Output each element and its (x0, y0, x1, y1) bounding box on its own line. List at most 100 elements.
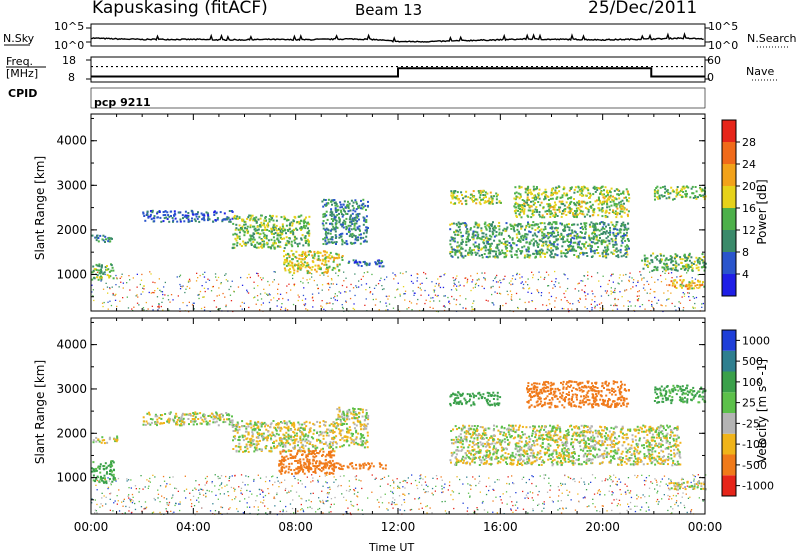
power-panel-data-point (560, 238, 563, 241)
power-panel-data-point (701, 188, 704, 191)
power-panel-data-point (642, 267, 645, 270)
power-panel-noise-point (661, 304, 663, 307)
power-panel-noise-point (696, 287, 698, 289)
power-panel-data-point (670, 256, 673, 259)
nave-tick-bottom: 0 (707, 71, 714, 84)
power-panel-data-point (365, 229, 368, 232)
velocity-panel-noise-point (560, 484, 562, 487)
power-panel-noise-point (614, 287, 616, 290)
power-panel-data-point (92, 265, 95, 268)
power-panel-noise-point (629, 301, 631, 303)
velocity-panel-noise-point (361, 487, 363, 490)
power-panel-data-point (461, 247, 464, 250)
power-panel-data-point (286, 257, 289, 260)
power-panel-data-point (679, 285, 682, 288)
power-panel-data-point (568, 204, 571, 207)
power-panel-data-point (656, 196, 659, 199)
power-panel-data-point (456, 234, 459, 236)
power-panel-data-point (694, 186, 697, 188)
power-panel-noise-point (328, 283, 330, 286)
power-panel-data-point (326, 251, 328, 254)
power-panel-data-point (562, 238, 564, 241)
velocity-panel-noise-point (592, 503, 594, 505)
power-panel-data-point (498, 200, 501, 203)
velocity-panel-noise-point (644, 496, 646, 498)
power-panel-data-point (499, 201, 502, 204)
power-panel-noise-point (195, 280, 198, 282)
power-panel-data-point (473, 248, 475, 251)
power-panel-data-point (361, 203, 364, 206)
velocity-panel-noise-point (444, 510, 447, 512)
velocity-panel-noise-point (511, 475, 513, 477)
power-panel-data-point (570, 249, 573, 252)
power-panel-data-point (684, 260, 687, 262)
velocity-panel-noise-point (347, 507, 349, 509)
power-panel-data-point (340, 211, 343, 214)
power-panel-noise-point (186, 304, 188, 307)
power-panel-data-point (656, 266, 659, 269)
power-panel-data-point (255, 221, 258, 224)
power-panel-noise-point (170, 294, 173, 296)
power-panel-data-point (482, 198, 484, 201)
velocity-panel-noise-point (177, 490, 179, 492)
power-panel-noise-point (142, 287, 144, 289)
power-panel-data-point (621, 235, 624, 238)
power-panel-data-point (304, 227, 307, 230)
velocity-panel-noise-point (380, 478, 382, 480)
power-panel-data-point (553, 221, 556, 224)
power-panel-data-point (679, 190, 682, 192)
power-panel-noise-point (284, 307, 287, 309)
power-panel-data-point (251, 214, 254, 217)
power-panel-data-point (353, 227, 355, 230)
velocity-panel-noise-point (227, 495, 230, 497)
power-panel-data-point (324, 257, 327, 260)
power-panel-data-point (185, 217, 188, 220)
power-panel-data-point (470, 253, 473, 256)
power-panel-data-point (701, 283, 704, 286)
power-panel-data-point (648, 262, 651, 265)
power-panel-data-point (287, 269, 290, 272)
velocity-panel-noise-point (642, 494, 644, 496)
power-panel-noise-point (204, 271, 206, 273)
power-panel-noise-point (439, 275, 441, 278)
power-panel-data-point (206, 212, 209, 215)
power-panel-noise-point (510, 283, 512, 286)
power-panel-noise-point (154, 282, 156, 284)
power-panel-noise-point (162, 309, 164, 311)
power-panel-noise-point (631, 277, 633, 279)
power-panel-noise-point (192, 302, 194, 304)
power-panel-data-point (255, 232, 258, 235)
velocity-panel-noise-point (522, 490, 524, 493)
power-panel-data-point (334, 204, 337, 207)
velocity-panel-noise-point (223, 493, 225, 495)
power-panel-data-point (321, 200, 324, 203)
power-panel-noise-point (517, 306, 519, 309)
velocity-panel-noise-point (485, 493, 488, 496)
velocity-panel-noise-point (684, 506, 686, 509)
power-panel-data-point (270, 218, 273, 221)
velocity-panel-noise-point (538, 490, 540, 493)
velocity-panel-noise-point (154, 499, 156, 501)
power-panel-data-point (356, 226, 359, 229)
power-panel-data-point (471, 236, 474, 239)
power-panel-data-point (260, 245, 262, 248)
power-panel-data-point (231, 217, 234, 220)
power-panel-data-point (299, 227, 302, 230)
power-panel-data-point (579, 212, 581, 215)
power-panel-data-point (308, 229, 311, 232)
velocity-panel-noise-point (179, 503, 181, 505)
power-panel-noise-point (657, 279, 659, 281)
power-panel-data-point (617, 254, 620, 257)
power-panel-data-point (285, 232, 287, 235)
velocity-panel-noise-point (611, 481, 614, 483)
power-panel-data-point (355, 202, 358, 205)
power-panel-data-point (581, 201, 584, 204)
velocity-panel-noise-point (221, 482, 223, 484)
power-panel-data-point (257, 228, 260, 231)
power-panel-noise-point (671, 277, 673, 279)
power-panel-data-point (481, 235, 484, 238)
velocity-panel-noise-point (425, 491, 427, 493)
power-panel-data-point (578, 236, 580, 239)
power-panel-data-point (603, 231, 606, 234)
power-panel-data-point (566, 235, 569, 238)
